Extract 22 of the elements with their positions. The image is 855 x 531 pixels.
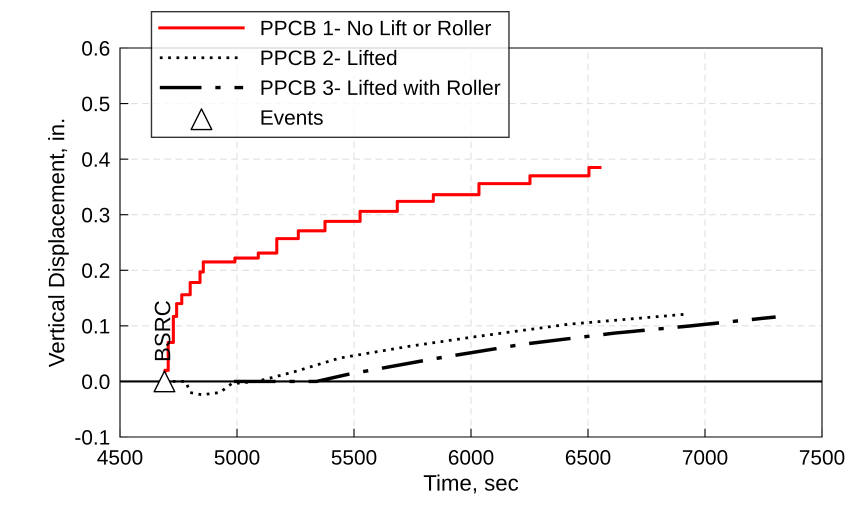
y-tick-label: -0.1 [75, 430, 110, 445]
y-tick-label: 0.3 [82, 208, 110, 222]
x-tick-label: 7000 [682, 450, 728, 465]
y-tick-label: 0.6 [82, 41, 110, 56]
x-tick-label: 4500 [97, 450, 142, 465]
y-tick-label: 0.5 [82, 96, 110, 112]
y-tick-label: 0.2 [82, 263, 110, 278]
legend-label: Events [262, 110, 323, 125]
legend-label: PPCB 3- Lifted with Roller [262, 80, 500, 96]
legend-label: PPCB 2- Lifted [262, 50, 396, 66]
y-axis-title: Vertical Displacement, in. [48, 120, 69, 368]
x-tick-label: 5500 [332, 450, 376, 465]
y-tick-label: 0.4 [82, 152, 110, 167]
legend-label: PPCB 1- No Lift or Roller [262, 20, 492, 36]
annotation: BSRC [154, 301, 170, 360]
x-axis-title: Time, sec [424, 474, 518, 494]
x-tick-label: 6000 [448, 450, 494, 465]
y-tick-label: 0.0 [82, 374, 110, 390]
x-tick-label: 5000 [214, 450, 260, 465]
x-tick-label: 6500 [566, 450, 610, 465]
y-tick-label: 0.1 [82, 318, 110, 334]
x-tick-label: 7500 [800, 450, 844, 465]
